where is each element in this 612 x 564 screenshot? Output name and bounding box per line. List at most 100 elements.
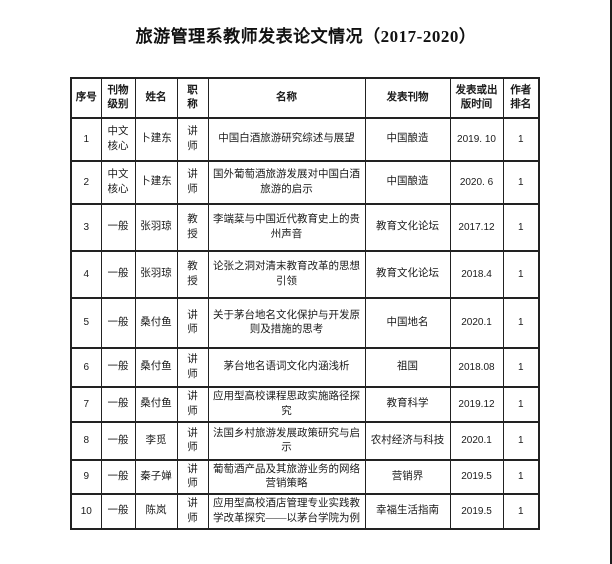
cell-author-rank: 1 bbox=[502, 297, 540, 349]
cell-journal: 幸福生活指南 bbox=[364, 493, 451, 530]
header-row: 序号 刊物级别 姓名 职称 名称 发表刊物 发表或出版时间 作者排名 bbox=[70, 77, 540, 119]
cell-publish-date: 2017.12 bbox=[449, 203, 504, 252]
cell-journal: 营销界 bbox=[364, 458, 451, 496]
table-row: 3 一般 张羽琼 教授 李端棻与中国近代教育史上的贵州声音 教育文化论坛 2017.12 1 bbox=[70, 203, 540, 252]
cell-index: 8 bbox=[70, 421, 102, 461]
cell-paper-title: 国外葡萄酒旅游发展对中国白酒旅游的启示 bbox=[207, 160, 366, 205]
page-title: 旅游管理系教师发表论文情况（2017-2020） bbox=[135, 27, 477, 46]
cell-publish-date: 2020.1 bbox=[449, 297, 504, 349]
header-author-rank: 作者排名 bbox=[502, 77, 540, 119]
cell-journal: 中国酿造 bbox=[364, 160, 451, 205]
cell-author-rank: 1 bbox=[502, 421, 540, 461]
cell-job-title: 讲师 bbox=[176, 347, 209, 388]
cell-journal: 教育文化论坛 bbox=[364, 203, 451, 252]
cell-author-rank: 1 bbox=[502, 493, 540, 530]
cell-journal: 祖国 bbox=[364, 347, 451, 388]
cell-job-title: 教授 bbox=[176, 250, 209, 299]
cell-publish-date: 2019. 10 bbox=[449, 117, 504, 162]
table-row: 2 中文核心 卜建东 讲师 国外葡萄酒旅游发展对中国白酒旅游的启示 中国酿造 2020. 6… bbox=[70, 160, 540, 205]
cell-job-title: 讲师 bbox=[176, 458, 209, 496]
header-paper-title: 名称 bbox=[207, 77, 366, 119]
cell-job-title: 讲师 bbox=[176, 160, 209, 205]
window-right-edge bbox=[610, 0, 612, 564]
cell-index: 6 bbox=[70, 347, 102, 388]
cell-teacher-name: 张羽琼 bbox=[134, 250, 178, 299]
cell-teacher-name: 卜建东 bbox=[134, 160, 178, 205]
cell-author-rank: 1 bbox=[502, 250, 540, 299]
cell-journal: 农村经济与科技 bbox=[364, 421, 451, 461]
cell-index: 10 bbox=[70, 493, 102, 530]
cell-journal-level: 中文核心 bbox=[100, 117, 136, 162]
cell-journal: 中国酿造 bbox=[364, 117, 451, 162]
cell-teacher-name: 李觅 bbox=[134, 421, 178, 461]
cell-author-rank: 1 bbox=[502, 347, 540, 388]
cell-journal-level: 一般 bbox=[100, 250, 136, 299]
cell-paper-title: 法国乡村旅游发展政策研究与启示 bbox=[207, 421, 366, 461]
cell-journal-level: 一般 bbox=[100, 458, 136, 496]
cell-teacher-name: 陈岚 bbox=[134, 493, 178, 530]
cell-journal-level: 一般 bbox=[100, 386, 136, 423]
header-journal-level: 刊物级别 bbox=[100, 77, 136, 119]
cell-index: 1 bbox=[70, 117, 102, 162]
cell-author-rank: 1 bbox=[502, 458, 540, 496]
cell-publish-date: 2018.4 bbox=[449, 250, 504, 299]
table-row: 8 一般 李觅 讲师 法国乡村旅游发展政策研究与启示 农村经济与科技 2020.1 1 bbox=[70, 421, 540, 461]
cell-index: 7 bbox=[70, 386, 102, 423]
cell-teacher-name: 桑付鱼 bbox=[134, 386, 178, 423]
header-journal: 发表刊物 bbox=[364, 77, 451, 119]
cell-job-title: 教授 bbox=[176, 203, 209, 252]
papers-table: 序号 刊物级别 姓名 职称 名称 发表刊物 发表或出版时间 作者排名 1 中文核心… bbox=[70, 77, 540, 530]
header-publish-date: 发表或出版时间 bbox=[449, 77, 504, 119]
cell-journal-level: 一般 bbox=[100, 493, 136, 530]
cell-journal-level: 一般 bbox=[100, 421, 136, 461]
table-row: 4 一般 张羽琼 教授 论张之洞对清末教育改革的思想引领 教育文化论坛 2018.4 1 bbox=[70, 250, 540, 299]
header-teacher-name: 姓名 bbox=[134, 77, 178, 119]
cell-index: 4 bbox=[70, 250, 102, 299]
cell-paper-title: 茅台地名语词文化内涵浅析 bbox=[207, 347, 366, 388]
cell-journal-level: 中文核心 bbox=[100, 160, 136, 205]
cell-publish-date: 2019.5 bbox=[449, 493, 504, 530]
cell-publish-date: 2018.08 bbox=[449, 347, 504, 388]
table-row: 6 一般 桑付鱼 讲师 茅台地名语词文化内涵浅析 祖国 2018.08 1 bbox=[70, 347, 540, 388]
cell-teacher-name: 卜建东 bbox=[134, 117, 178, 162]
cell-paper-title: 葡萄酒产品及其旅游业务的网络营销策略 bbox=[207, 458, 366, 496]
cell-publish-date: 2020. 6 bbox=[449, 160, 504, 205]
cell-job-title: 讲师 bbox=[176, 386, 209, 423]
cell-journal: 中国地名 bbox=[364, 297, 451, 349]
cell-paper-title: 应用型高校课程思政实施路径探究 bbox=[207, 386, 366, 423]
cell-journal-level: 一般 bbox=[100, 347, 136, 388]
table-row: 7 一般 桑付鱼 讲师 应用型高校课程思政实施路径探究 教育科学 2019.12 1 bbox=[70, 386, 540, 423]
header-job-title: 职称 bbox=[176, 77, 209, 119]
cell-journal: 教育文化论坛 bbox=[364, 250, 451, 299]
cell-publish-date: 2019.5 bbox=[449, 458, 504, 496]
table-row: 1 中文核心 卜建东 讲师 中国白酒旅游研究综述与展望 中国酿造 2019. 10 1 bbox=[70, 117, 540, 162]
table-body: 1 中文核心 卜建东 讲师 中国白酒旅游研究综述与展望 中国酿造 2019. 10 1 2 中文核… bbox=[70, 117, 540, 530]
cell-job-title: 讲师 bbox=[176, 297, 209, 349]
cell-publish-date: 2019.12 bbox=[449, 386, 504, 423]
cell-teacher-name: 张羽琼 bbox=[134, 203, 178, 252]
cell-job-title: 讲师 bbox=[176, 421, 209, 461]
cell-author-rank: 1 bbox=[502, 117, 540, 162]
table-row: 10 一般 陈岚 讲师 应用型高校酒店管理专业实践教学改革探究——以茅台学院为例 幸福生活… bbox=[70, 493, 540, 530]
cell-teacher-name: 秦子婵 bbox=[134, 458, 178, 496]
cell-job-title: 讲师 bbox=[176, 493, 209, 530]
cell-paper-title: 论张之洞对清末教育改革的思想引领 bbox=[207, 250, 366, 299]
cell-index: 9 bbox=[70, 458, 102, 496]
cell-teacher-name: 桑付鱼 bbox=[134, 297, 178, 349]
cell-journal: 教育科学 bbox=[364, 386, 451, 423]
table-row: 9 一般 秦子婵 讲师 葡萄酒产品及其旅游业务的网络营销策略 营销界 2019.5 1 bbox=[70, 458, 540, 496]
cell-publish-date: 2020.1 bbox=[449, 421, 504, 461]
cell-paper-title: 应用型高校酒店管理专业实践教学改革探究——以茅台学院为例 bbox=[207, 493, 366, 530]
cell-author-rank: 1 bbox=[502, 160, 540, 205]
table-header: 序号 刊物级别 姓名 职称 名称 发表刊物 发表或出版时间 作者排名 bbox=[70, 77, 540, 119]
header-index: 序号 bbox=[70, 77, 102, 119]
cell-author-rank: 1 bbox=[502, 203, 540, 252]
cell-teacher-name: 桑付鱼 bbox=[134, 347, 178, 388]
cell-job-title: 讲师 bbox=[176, 117, 209, 162]
cell-index: 3 bbox=[70, 203, 102, 252]
cell-index: 5 bbox=[70, 297, 102, 349]
cell-paper-title: 中国白酒旅游研究综述与展望 bbox=[207, 117, 366, 162]
cell-author-rank: 1 bbox=[502, 386, 540, 423]
cell-journal-level: 一般 bbox=[100, 297, 136, 349]
